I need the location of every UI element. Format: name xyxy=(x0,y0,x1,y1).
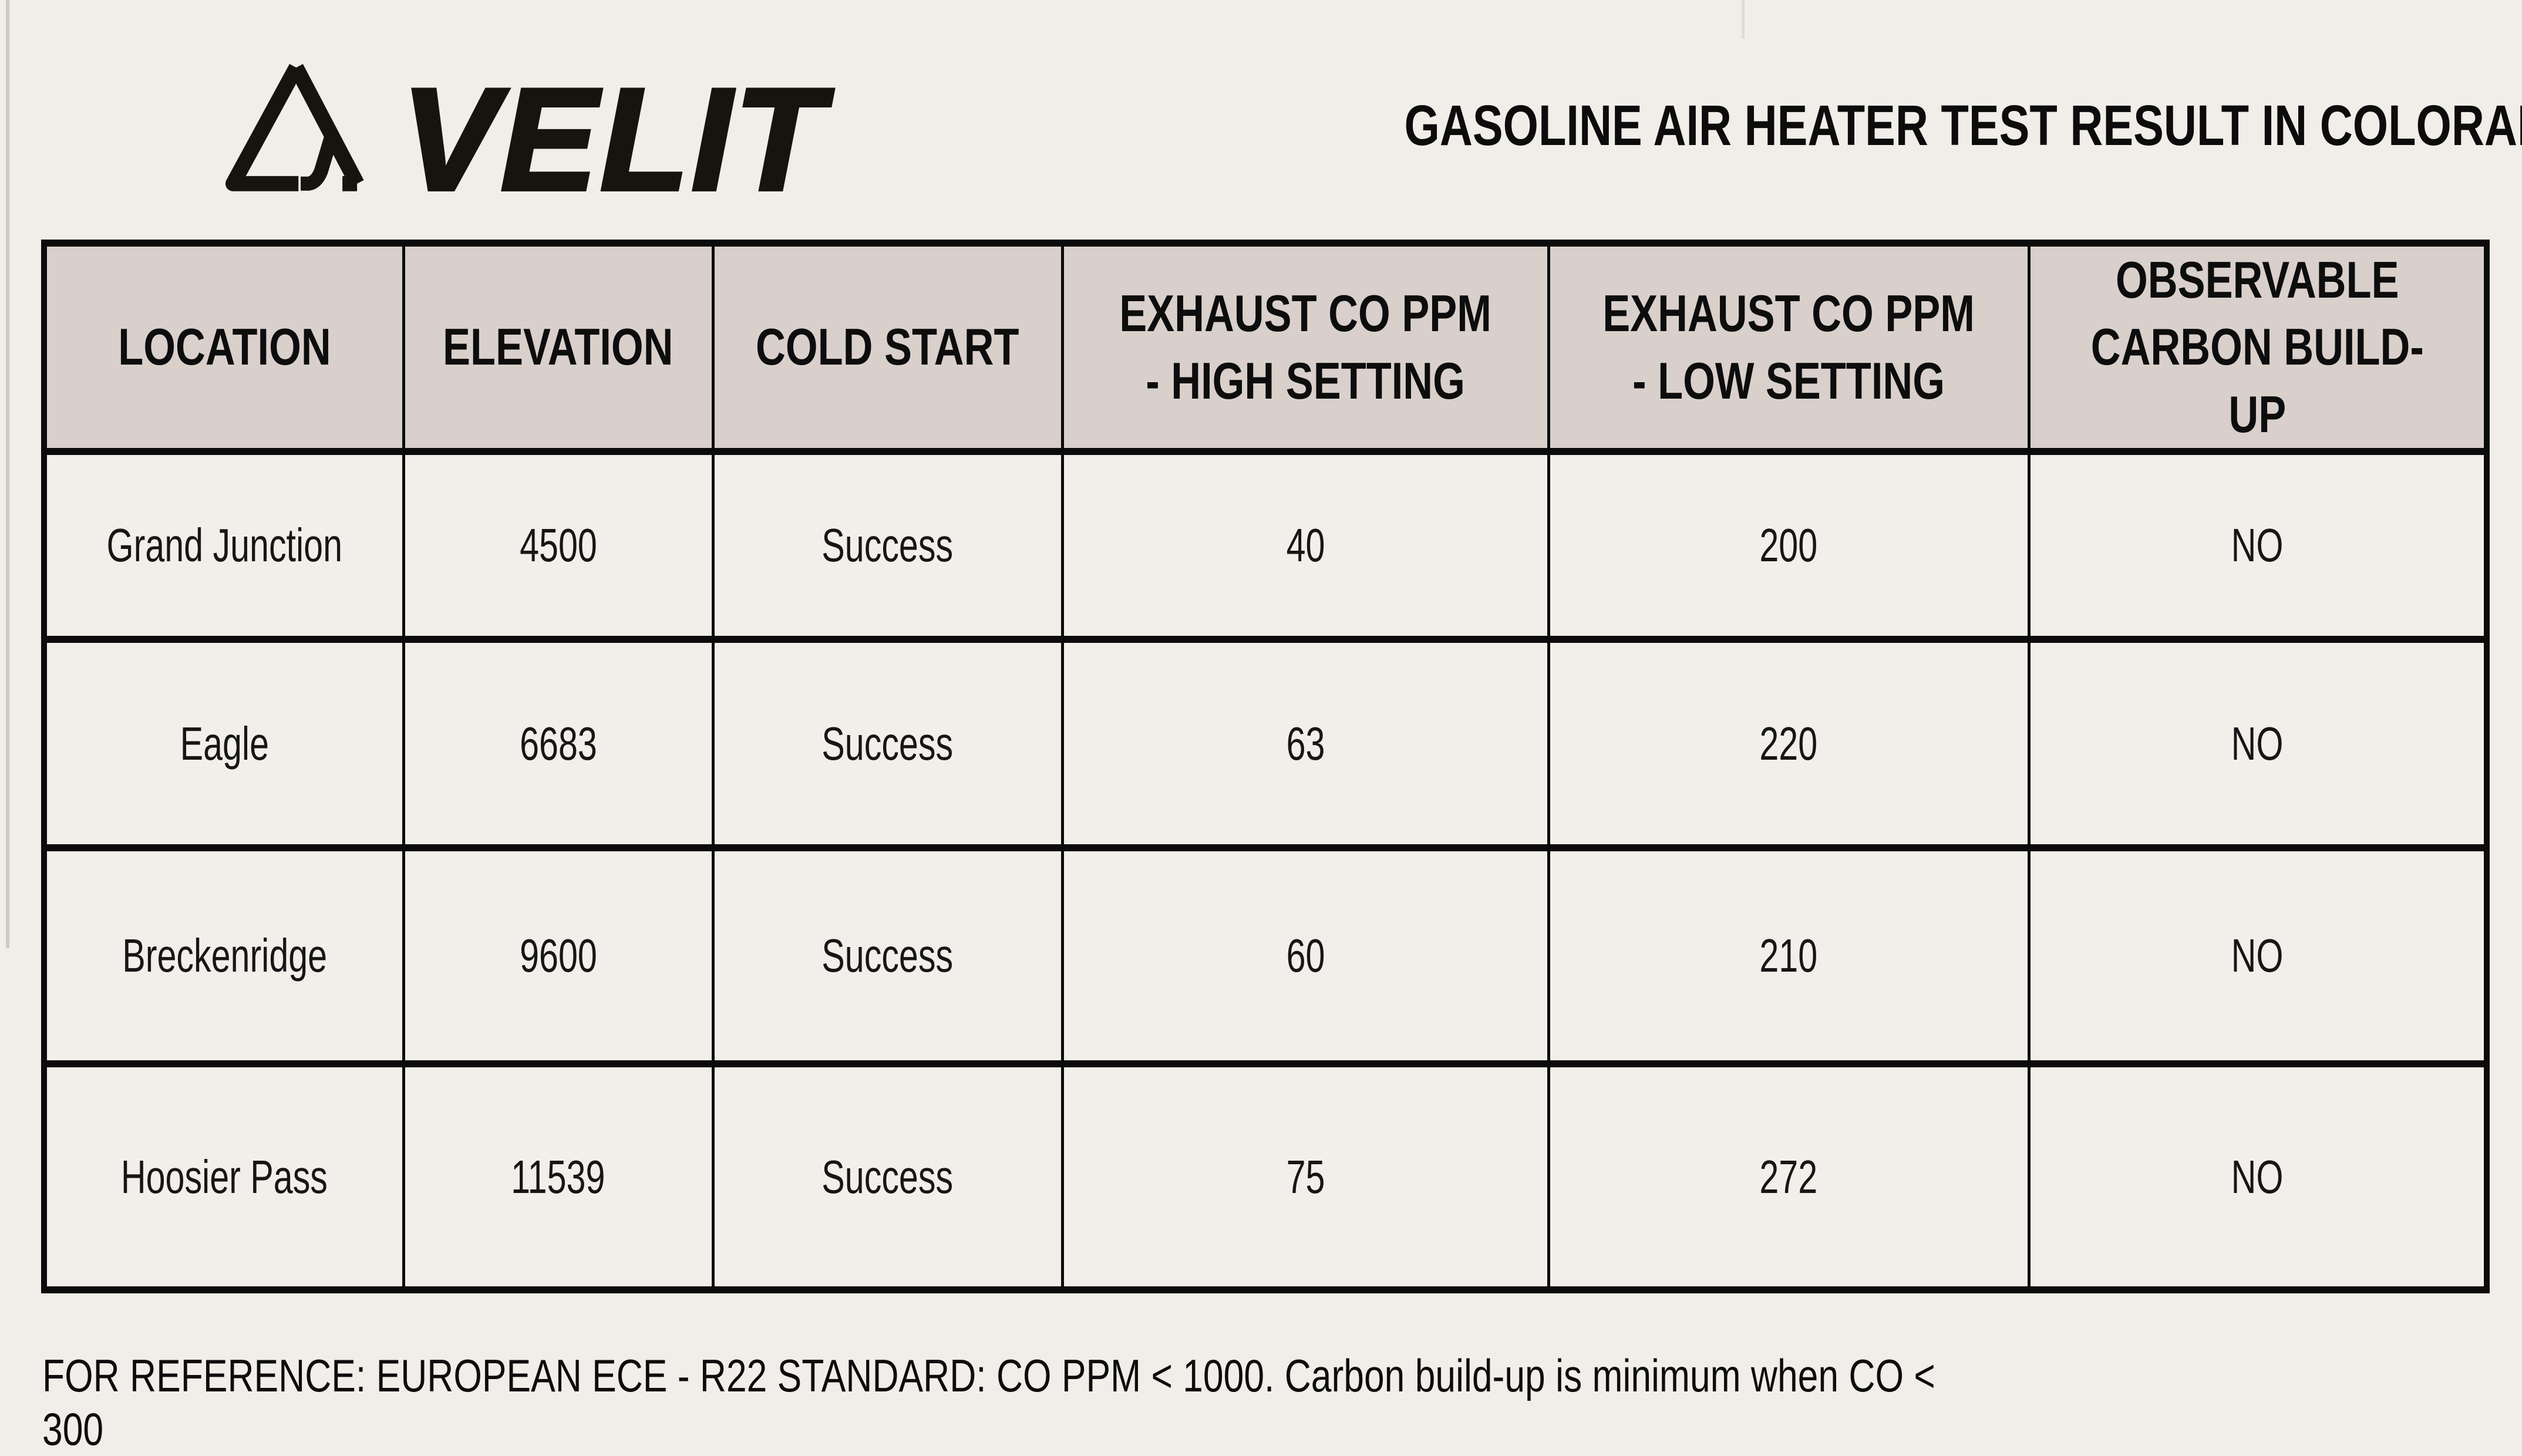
cell-co-high: 60 xyxy=(1060,844,1550,1068)
reference-note: FOR REFERENCE: EUROPEAN ECE - R22 STANDA… xyxy=(42,1350,1935,1455)
cell-carbon-buildup: NO xyxy=(2027,636,2489,852)
cell-carbon-buildup: NO xyxy=(2027,448,2489,643)
cell-elevation: 9600 xyxy=(402,844,715,1068)
table-row: Grand Junction 4500 Success 40 200 NO xyxy=(42,448,2489,643)
page-title: GASOLINE AIR HEATER TEST RESULT IN COLOR… xyxy=(1404,93,2522,157)
column-header-co-low: EXHAUST CO PPM - LOW SETTING xyxy=(1547,239,2031,456)
column-header-co-high: EXHAUST CO PPM - HIGH SETTING xyxy=(1060,239,1550,456)
cell-carbon-buildup: NO xyxy=(2027,1060,2489,1294)
left-edge-line xyxy=(6,0,9,948)
cell-co-high: 63 xyxy=(1060,636,1550,852)
column-header-elevation: ELEVATION xyxy=(402,239,715,456)
cell-location: Grand Junction xyxy=(42,448,405,643)
cell-location: Breckenridge xyxy=(42,844,405,1068)
cell-cold-start: Success xyxy=(711,636,1064,852)
cell-carbon-buildup: NO xyxy=(2027,844,2489,1068)
results-table: LOCATION ELEVATION COLD START EXHAUST CO… xyxy=(41,239,2490,1294)
top-edge-mark xyxy=(1742,0,1745,39)
cell-location: Eagle xyxy=(42,636,405,852)
cell-cold-start: Success xyxy=(711,448,1064,643)
cell-elevation: 6683 xyxy=(402,636,715,852)
cell-co-low: 220 xyxy=(1547,636,2031,852)
velit-triangle-logo-icon xyxy=(206,54,385,195)
cell-co-low: 272 xyxy=(1547,1060,2031,1294)
cell-co-high: 40 xyxy=(1060,448,1550,643)
cell-co-high: 75 xyxy=(1060,1060,1550,1294)
table-row: Breckenridge 9600 Success 60 210 NO xyxy=(42,844,2489,1068)
cell-cold-start: Success xyxy=(711,844,1064,1068)
column-header-carbon-buildup: OBSERVABLE CARBON BUILD-UP xyxy=(2027,239,2489,456)
cell-cold-start: Success xyxy=(711,1060,1064,1294)
cell-elevation: 4500 xyxy=(402,448,715,643)
column-header-cold-start: COLD START xyxy=(711,239,1064,456)
table-row: Eagle 6683 Success 63 220 NO xyxy=(42,636,2489,852)
table-row: Hoosier Pass 11539 Success 75 272 NO xyxy=(42,1060,2489,1294)
cell-location: Hoosier Pass xyxy=(42,1060,405,1294)
cell-co-low: 200 xyxy=(1547,448,2031,643)
cell-elevation: 11539 xyxy=(402,1060,715,1294)
table-header-row: LOCATION ELEVATION COLD START EXHAUST CO… xyxy=(42,239,2489,456)
brand-logo: VELIT xyxy=(206,54,826,214)
column-header-location: LOCATION xyxy=(42,239,405,456)
cell-co-low: 210 xyxy=(1547,844,2031,1068)
brand-logo-text: VELIT xyxy=(399,57,826,221)
